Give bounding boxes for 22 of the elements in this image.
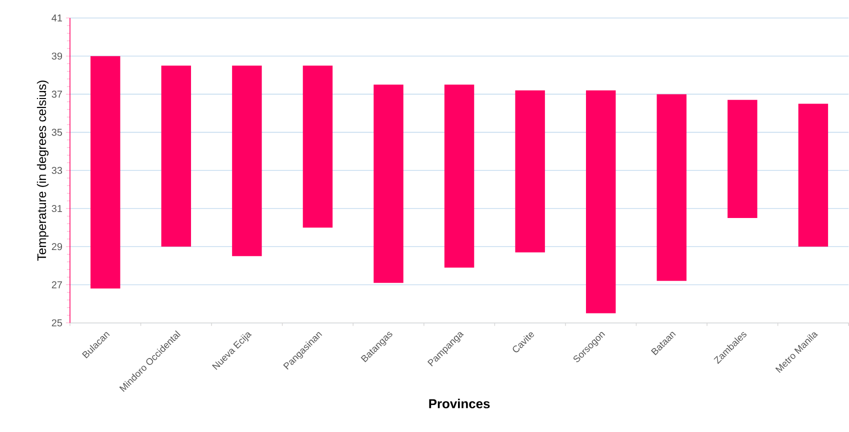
bar [798,104,828,247]
y-axis-title: Temperature (in degrees celsius) [36,80,49,261]
y-tick-label: 27 [52,281,62,288]
bar [232,66,262,256]
bar [302,66,333,228]
bar [161,66,192,247]
bar [90,56,120,289]
bar [444,84,474,268]
bar [374,84,404,283]
y-tick-label: 25 [52,319,62,326]
y-tick-label: 29 [52,243,62,250]
x-axis-title: Provinces [429,398,490,408]
bar [728,100,758,218]
y-tick-label: 31 [52,205,62,212]
y-tick-label: 35 [52,128,62,136]
y-tick-label: 37 [52,90,62,98]
bar [586,90,616,314]
y-tick-label: 41 [52,14,62,22]
bar [656,94,686,282]
bar [515,90,545,252]
y-tick-label: 33 [52,167,62,174]
y-tick-label: 39 [52,52,62,60]
